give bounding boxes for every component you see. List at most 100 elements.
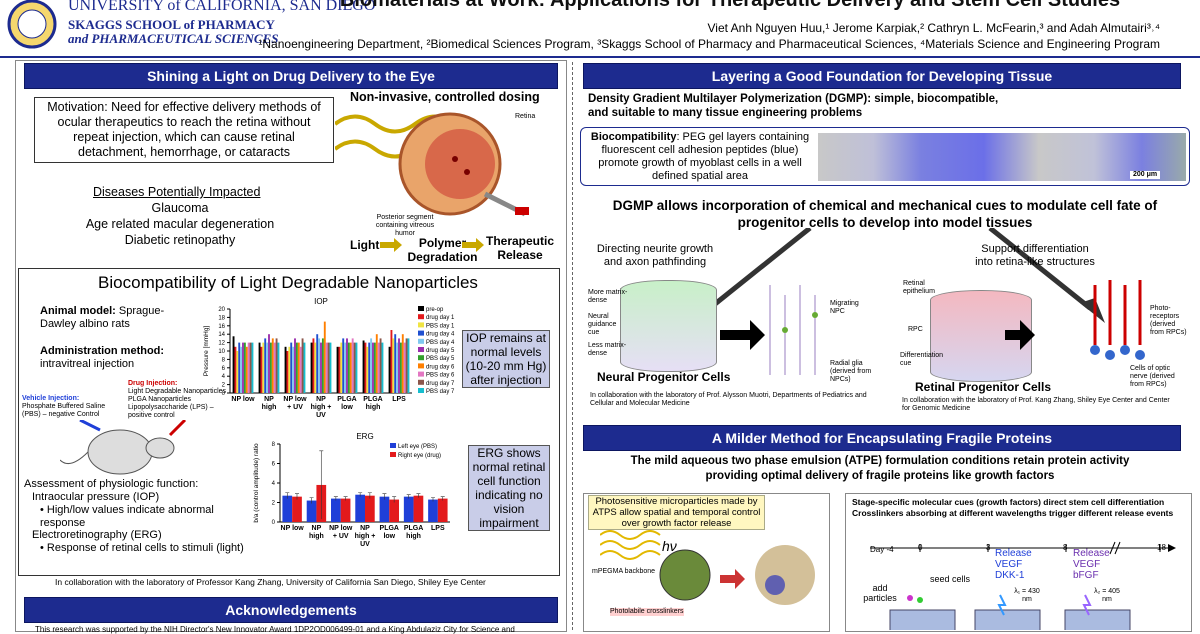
legend-label: PBS day 4 — [426, 340, 455, 346]
figure-label: More matrix-dense — [588, 289, 628, 304]
seal — [7, 0, 57, 49]
bar — [392, 338, 395, 393]
bar — [336, 346, 339, 393]
bar — [262, 342, 265, 393]
list-item: Lipopolysaccharide (LPS) – positive cont… — [128, 404, 214, 419]
section-title: Shining a Light on Drug Delivery to the … — [24, 63, 558, 89]
bar — [251, 342, 254, 393]
bar — [245, 346, 248, 393]
timeline-label: 3 — [986, 543, 991, 552]
flow-arrows — [380, 238, 484, 252]
y-axis-label: b/a (control amplitude) ratio — [253, 443, 260, 523]
bar — [264, 338, 267, 393]
legend-label: drug day 7 — [426, 381, 455, 387]
figure-title: Retinal Progenitor Cells — [915, 380, 1052, 394]
legend-swatch — [390, 452, 396, 457]
bar — [413, 495, 424, 522]
text: bFGF — [1073, 570, 1099, 581]
y-tick-label: 18 — [218, 315, 225, 321]
section-title: A Milder Method for Encapsulating Fragil… — [583, 425, 1181, 451]
collaboration: In collaboration with the laboratory of … — [902, 397, 1170, 412]
text: The mild aqueous two phase emulsion (ATP… — [630, 455, 1130, 482]
bar — [375, 334, 378, 393]
text: Density Gradient Multilayer Polymerizati… — [588, 93, 999, 119]
bar — [310, 342, 313, 393]
y-tick-label: 8 — [272, 442, 276, 448]
text: Stage-specific molecular cues (growth fa… — [852, 497, 1165, 507]
bar — [372, 342, 374, 393]
chart: IOP Pressure [mmHg] 0 2 4 6 8 10 12 14 16 18 20 pre-o… — [200, 295, 465, 430]
bar — [292, 496, 302, 522]
text: Phosphate Buffered Saline (PBS) – negati… — [22, 403, 106, 418]
authors: Viet Anh Nguyen Huu,¹ Jerome Karpiak,² C… — [707, 21, 1160, 35]
bar — [403, 496, 414, 522]
caption: Directing neurite growth and axon pathfi… — [596, 243, 714, 268]
text: VEGF — [995, 559, 1023, 570]
microparticle-illustration — [600, 530, 815, 605]
bar — [243, 342, 246, 393]
error-bar — [440, 496, 445, 501]
box — [580, 127, 1190, 186]
bar — [355, 342, 358, 393]
timeline-label: 0 — [918, 543, 923, 552]
neuron-illustration — [769, 285, 818, 375]
text: Release — [995, 548, 1032, 559]
bar — [329, 342, 332, 393]
motivation: Motivation: Need for effective delivery … — [34, 97, 334, 163]
bar — [342, 338, 345, 393]
bar — [240, 346, 243, 393]
text: Electroretinography (ERG) — [32, 529, 162, 541]
legend-label: drug day 1 — [426, 315, 455, 321]
x-tick-label: NP high — [261, 396, 277, 411]
figure-label: Differentiation cue — [900, 352, 944, 367]
well-illustration — [889, 594, 1131, 630]
bar — [379, 496, 390, 522]
label: Biocompatibility — [590, 131, 677, 143]
section-title: Acknowledgements — [24, 597, 558, 623]
legend-label: drug day 5 — [426, 348, 455, 354]
x-tick-label: NP high + UV — [354, 525, 376, 548]
error-bar — [319, 450, 324, 520]
text: intravitreal injection — [40, 358, 135, 370]
symbol: hν — [662, 538, 677, 554]
bar — [340, 342, 343, 393]
divider — [0, 56, 1200, 58]
x-tick-label: NP high + UV — [310, 396, 332, 419]
timeline-label: Day -4 — [870, 545, 894, 554]
text: DGMP allows incorporation of chemical an… — [612, 198, 1158, 230]
x-tick-label: LPS — [431, 525, 445, 532]
legend-label: Right eye (drug) — [398, 453, 441, 459]
bar — [290, 342, 293, 393]
release-label: Release VEGF bFGF — [1073, 548, 1110, 581]
bar — [344, 342, 347, 393]
error-bar — [367, 492, 372, 499]
chart-svg: ERG b/a (control amplitude) ratio 0 2 4 6 8 Lef… — [253, 432, 450, 526]
legend-swatch — [390, 443, 396, 448]
bar — [390, 330, 393, 393]
figure-label: mPEGMA backbone — [592, 568, 656, 575]
list-item: Diabetic retinopathy — [124, 233, 236, 247]
micrograph — [818, 133, 1186, 181]
legend-swatch — [418, 338, 424, 344]
legend-swatch — [418, 306, 424, 311]
figure-label: Retina — [515, 113, 536, 120]
text: Assessment of physiologic function: — [24, 478, 199, 490]
figure-label: Migrating NPC — [830, 300, 859, 315]
bar — [286, 351, 289, 393]
bar — [437, 498, 448, 522]
bar — [232, 336, 235, 393]
error-bar — [285, 492, 290, 499]
bar — [271, 338, 274, 393]
bar — [320, 342, 322, 393]
legend-swatch — [418, 322, 424, 328]
figure-label: Photolabile crosslinkers — [610, 608, 684, 616]
retina-illustration — [1090, 280, 1145, 360]
bar — [325, 342, 328, 393]
bar — [295, 342, 298, 393]
chart-title: ERG — [356, 432, 373, 441]
bar — [234, 346, 237, 393]
timeline — [870, 541, 1176, 555]
bar — [368, 342, 371, 393]
bar — [338, 346, 341, 393]
list-item: Light Degradable Nanoparticles — [128, 388, 227, 395]
